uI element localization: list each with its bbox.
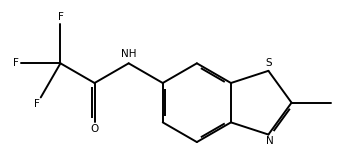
Text: F: F xyxy=(13,58,19,68)
Text: NH: NH xyxy=(121,49,137,59)
Text: F: F xyxy=(57,12,63,22)
Text: S: S xyxy=(265,58,272,68)
Text: F: F xyxy=(34,99,39,109)
Text: O: O xyxy=(90,124,99,134)
Text: N: N xyxy=(266,136,274,146)
